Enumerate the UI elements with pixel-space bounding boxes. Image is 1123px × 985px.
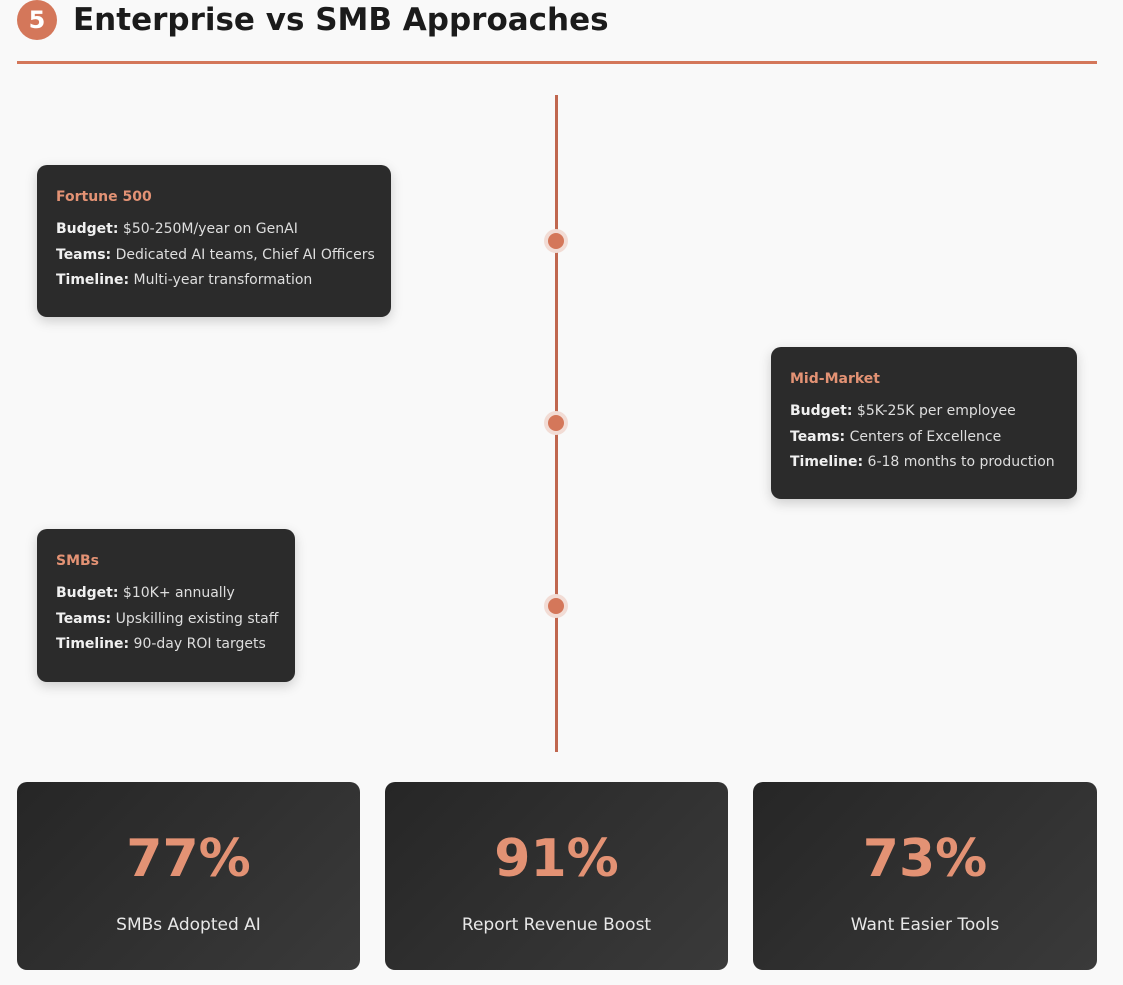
card-teams: Teams: Dedicated AI teams, Chief AI Offi… [56,243,375,269]
teams-value: Dedicated AI teams, Chief AI Officers [111,246,375,263]
timeline-label: Timeline: [56,636,130,652]
card-title: Fortune 500 [56,189,152,205]
stat-value: 77% [126,829,251,889]
teams-label: Teams: [56,610,112,627]
teams-value: Upskilling existing staff [111,610,279,627]
budget-value: $50-250M/year on GenAI [118,221,298,237]
card-teams: Teams: Centers of Excellence [790,425,1058,451]
timeline-dot-fortune-500 [544,229,568,253]
stat-card-easier-tools: 73% Want Easier Tools [753,782,1097,970]
card-teams: Teams: Upskilling existing staff [56,607,279,633]
budget-value: $5K-25K per employee [852,403,1016,419]
card-timeline: Timeline: Multi-year transformation [56,268,372,294]
timeline-card-fortune-500: Fortune 500 Budget: $50-250M/year on Gen… [37,165,391,317]
timeline-label: Timeline: [56,272,130,288]
budget-label: Budget: [790,403,853,419]
stat-value: 73% [862,829,988,889]
stat-label: Want Easier Tools [850,915,1000,935]
teams-value: Centers of Excellence [845,428,1002,445]
timeline-value: 6-18 months to production [863,454,1055,470]
stat-card-revenue-boost: 91% Report Revenue Boost [385,782,728,970]
timeline-dot-mid-market [544,411,568,435]
card-timeline: Timeline: 90-day ROI targets [56,632,276,658]
budget-label: Budget: [56,585,119,601]
timeline-value: 90-day ROI targets [129,636,266,652]
card-budget: Budget: $10K+ annually [56,581,276,607]
timeline-dot-smbs [544,594,568,618]
stat-card-smbs-adopted-ai: 77% SMBs Adopted AI [17,782,360,970]
stat-value: 91% [494,829,619,889]
budget-label: Budget: [56,221,119,237]
page-title: Enterprise vs SMB Approaches [73,2,609,38]
section-number-badge: 5 [17,0,57,40]
timeline-label: Timeline: [790,454,864,470]
timeline-card-smbs: SMBs Budget: $10K+ annually Teams: Upski… [37,529,295,682]
timeline-card-mid-market: Mid-Market Budget: $5K-25K per employee … [771,347,1077,499]
timeline-value: Multi-year transformation [129,272,313,288]
stat-label: SMBs Adopted AI [116,915,261,935]
card-title: SMBs [56,553,100,569]
teams-label: Teams: [56,246,112,263]
section-header: 5 Enterprise vs SMB Approaches [17,0,1097,64]
card-timeline: Timeline: 6-18 months to production [790,450,1058,476]
card-budget: Budget: $5K-25K per employee [790,399,1058,425]
card-title: Mid-Market [790,371,880,387]
card-budget: Budget: $50-250M/year on GenAI [56,217,372,243]
budget-value: $10K+ annually [118,585,235,601]
stat-label: Report Revenue Boost [461,915,652,935]
teams-label: Teams: [790,428,846,445]
